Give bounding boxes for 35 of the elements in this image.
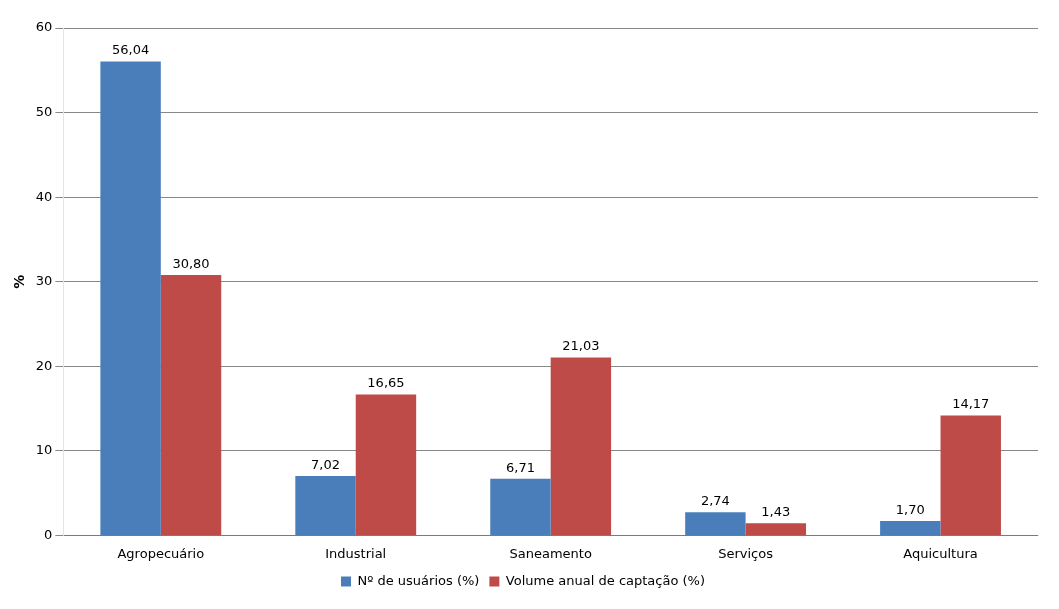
data-label: 6,71 [505,459,535,475]
bar [550,357,612,535]
y-tick-label: 40 [35,188,53,204]
bar [160,274,222,535]
data-label: 2,74 [700,493,730,509]
bar [490,478,551,535]
data-label: 16,65 [367,375,405,391]
y-tick-label: 20 [35,357,53,373]
legend-label: Nº de usuários (%) [357,572,480,588]
data-label: 14,17 [952,396,990,412]
x-tick-label: Industrial [325,545,387,561]
data-label: 7,02 [311,456,340,472]
bar [880,521,941,535]
data-label: 21,03 [562,338,600,354]
data-label: 30,80 [172,255,210,271]
y-tick-label: 0 [44,526,53,542]
y-tick-label: 30 [35,273,53,289]
bar [685,512,746,535]
y-tick-label: 60 [35,19,53,35]
y-tick-label: 50 [35,103,53,119]
x-tick-label: Saneamento [509,545,592,561]
data-label: 56,04 [111,42,150,58]
data-label: 1,70 [895,501,925,517]
bar [940,415,1001,535]
bar [745,523,807,535]
legend-label: Volume anual de captação (%) [505,572,706,588]
x-tick-label: Agropecuário [117,545,205,561]
x-tick-label: Aquicultura [903,545,978,561]
y-axis-title: % [11,274,28,289]
data-label: 1,43 [761,504,791,520]
bar [295,476,356,535]
bar [100,61,161,535]
bar [355,394,417,535]
x-tick-label: Serviços [718,545,774,561]
y-tick-label: 10 [35,442,53,458]
